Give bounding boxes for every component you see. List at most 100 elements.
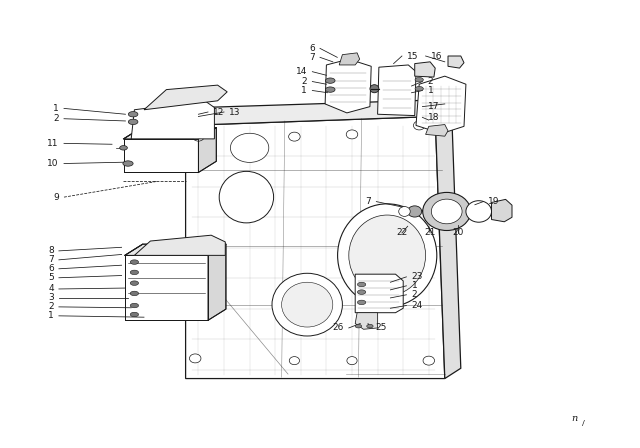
Ellipse shape bbox=[349, 215, 426, 296]
Text: 2: 2 bbox=[53, 114, 59, 123]
Polygon shape bbox=[134, 235, 225, 255]
Text: 8: 8 bbox=[48, 246, 54, 255]
Ellipse shape bbox=[413, 121, 425, 130]
Text: 6: 6 bbox=[48, 264, 54, 273]
Text: 2: 2 bbox=[301, 77, 307, 86]
Text: 19: 19 bbox=[488, 197, 500, 206]
Text: /: / bbox=[582, 419, 585, 427]
Text: 1: 1 bbox=[428, 86, 433, 95]
Ellipse shape bbox=[272, 273, 342, 336]
Polygon shape bbox=[124, 128, 216, 139]
Ellipse shape bbox=[370, 85, 379, 93]
Text: 7: 7 bbox=[365, 197, 371, 206]
Ellipse shape bbox=[346, 130, 358, 139]
Polygon shape bbox=[125, 244, 226, 255]
Text: 6: 6 bbox=[309, 44, 315, 53]
Text: 5: 5 bbox=[48, 273, 54, 282]
Ellipse shape bbox=[123, 161, 133, 166]
Text: 16: 16 bbox=[431, 52, 442, 60]
Text: 2: 2 bbox=[428, 77, 433, 86]
Ellipse shape bbox=[422, 193, 471, 230]
Text: 10: 10 bbox=[47, 159, 59, 168]
Ellipse shape bbox=[357, 290, 366, 294]
Text: 1: 1 bbox=[301, 86, 307, 95]
Ellipse shape bbox=[131, 291, 139, 296]
Ellipse shape bbox=[131, 270, 139, 275]
Ellipse shape bbox=[282, 282, 333, 327]
Polygon shape bbox=[415, 62, 435, 77]
Polygon shape bbox=[355, 274, 403, 313]
Polygon shape bbox=[492, 199, 512, 222]
Polygon shape bbox=[325, 59, 371, 113]
Polygon shape bbox=[186, 116, 445, 379]
Polygon shape bbox=[198, 128, 216, 172]
Text: 12: 12 bbox=[213, 108, 225, 116]
Polygon shape bbox=[355, 313, 378, 329]
Text: 13: 13 bbox=[229, 108, 241, 116]
Ellipse shape bbox=[466, 201, 492, 222]
Text: 14: 14 bbox=[296, 67, 307, 76]
Text: 1: 1 bbox=[412, 281, 417, 290]
Polygon shape bbox=[125, 255, 208, 320]
Ellipse shape bbox=[347, 357, 357, 365]
Ellipse shape bbox=[131, 281, 139, 285]
Ellipse shape bbox=[355, 324, 362, 328]
Polygon shape bbox=[186, 99, 451, 125]
Polygon shape bbox=[448, 56, 464, 68]
Ellipse shape bbox=[193, 132, 204, 141]
Text: 7: 7 bbox=[48, 255, 54, 264]
Ellipse shape bbox=[131, 260, 139, 264]
Text: 1: 1 bbox=[53, 104, 59, 113]
Text: 18: 18 bbox=[428, 113, 439, 122]
Polygon shape bbox=[426, 125, 448, 136]
Ellipse shape bbox=[415, 78, 424, 82]
Ellipse shape bbox=[338, 204, 437, 307]
Text: n: n bbox=[571, 414, 577, 423]
Polygon shape bbox=[124, 139, 198, 172]
Text: 20: 20 bbox=[452, 228, 463, 237]
Ellipse shape bbox=[120, 146, 127, 150]
Polygon shape bbox=[131, 101, 214, 139]
Ellipse shape bbox=[131, 303, 139, 308]
Ellipse shape bbox=[367, 324, 373, 328]
Ellipse shape bbox=[431, 199, 462, 224]
Ellipse shape bbox=[230, 134, 269, 162]
Text: 21: 21 bbox=[424, 228, 436, 237]
Ellipse shape bbox=[289, 132, 300, 141]
Text: 11: 11 bbox=[47, 139, 59, 148]
Text: 25: 25 bbox=[375, 323, 387, 332]
Ellipse shape bbox=[415, 86, 424, 91]
Text: 23: 23 bbox=[412, 272, 423, 281]
Polygon shape bbox=[339, 53, 360, 65]
Text: 26: 26 bbox=[332, 323, 344, 332]
Text: 1: 1 bbox=[48, 311, 54, 320]
Polygon shape bbox=[416, 76, 466, 134]
Text: 15: 15 bbox=[407, 52, 419, 60]
Ellipse shape bbox=[289, 357, 300, 365]
Text: 22: 22 bbox=[396, 228, 408, 237]
Ellipse shape bbox=[357, 300, 366, 305]
Text: 24: 24 bbox=[412, 301, 423, 310]
Ellipse shape bbox=[189, 354, 201, 363]
Ellipse shape bbox=[131, 312, 139, 317]
Polygon shape bbox=[378, 65, 416, 116]
Polygon shape bbox=[435, 99, 461, 379]
Text: 4: 4 bbox=[48, 284, 54, 293]
Ellipse shape bbox=[423, 356, 435, 365]
Text: 7: 7 bbox=[309, 53, 315, 62]
Text: 17: 17 bbox=[428, 102, 439, 111]
Text: 9: 9 bbox=[53, 193, 59, 202]
Text: 3: 3 bbox=[48, 293, 54, 302]
Text: 2: 2 bbox=[412, 290, 417, 299]
Ellipse shape bbox=[408, 206, 422, 217]
Ellipse shape bbox=[128, 119, 138, 125]
Text: 2: 2 bbox=[48, 302, 54, 311]
Polygon shape bbox=[144, 85, 227, 110]
Polygon shape bbox=[208, 244, 226, 320]
Ellipse shape bbox=[128, 112, 138, 117]
Ellipse shape bbox=[219, 171, 274, 223]
Ellipse shape bbox=[326, 78, 335, 83]
Ellipse shape bbox=[326, 87, 335, 92]
Ellipse shape bbox=[399, 207, 410, 216]
Bar bbox=[124, 139, 198, 172]
